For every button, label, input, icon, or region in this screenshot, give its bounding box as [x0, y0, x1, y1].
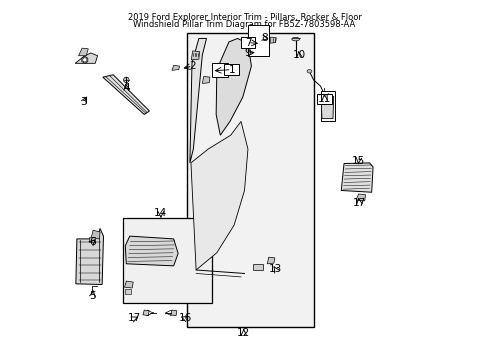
Text: 17: 17: [352, 198, 365, 208]
Polygon shape: [268, 37, 276, 43]
Bar: [125, 289, 130, 293]
Text: 3: 3: [81, 98, 87, 107]
Polygon shape: [75, 53, 98, 63]
Polygon shape: [267, 257, 274, 264]
Polygon shape: [190, 121, 247, 270]
Text: 15: 15: [351, 156, 365, 166]
Text: 10: 10: [292, 50, 305, 60]
Bar: [224, 64, 239, 75]
Text: 17: 17: [128, 314, 141, 323]
Polygon shape: [125, 236, 178, 266]
Text: 5: 5: [89, 291, 96, 301]
Polygon shape: [189, 39, 206, 163]
Polygon shape: [102, 75, 149, 114]
Polygon shape: [202, 76, 209, 84]
Bar: [122, 218, 212, 303]
Polygon shape: [216, 39, 251, 135]
Polygon shape: [76, 229, 103, 284]
Text: 14: 14: [154, 208, 167, 218]
Polygon shape: [79, 48, 88, 56]
Polygon shape: [321, 94, 333, 119]
Bar: [320, 91, 334, 121]
Bar: [186, 33, 313, 327]
Ellipse shape: [291, 37, 299, 41]
Polygon shape: [355, 194, 365, 201]
Polygon shape: [341, 163, 372, 192]
Text: 11: 11: [317, 94, 331, 104]
Text: 2019 Ford Explorer Interior Trim - Pillars, Rocker & Floor: 2019 Ford Explorer Interior Trim - Pilla…: [127, 13, 361, 22]
Bar: [247, 25, 269, 56]
Polygon shape: [124, 281, 133, 288]
Bar: [211, 63, 228, 77]
Text: Windshield Pillar Trim Diagram for FB5Z-7803598-AA: Windshield Pillar Trim Diagram for FB5Z-…: [133, 21, 355, 30]
Text: 16: 16: [178, 314, 191, 323]
Text: 9: 9: [244, 48, 251, 58]
Polygon shape: [191, 51, 199, 60]
Polygon shape: [91, 230, 100, 239]
Text: 2: 2: [189, 61, 196, 71]
Bar: [240, 37, 255, 48]
Text: 6: 6: [89, 237, 96, 247]
Polygon shape: [172, 66, 179, 70]
Ellipse shape: [306, 69, 311, 73]
Bar: [253, 264, 262, 270]
Ellipse shape: [123, 77, 129, 83]
Circle shape: [82, 58, 87, 62]
Bar: [89, 237, 95, 242]
Bar: [317, 94, 331, 104]
Polygon shape: [142, 310, 149, 316]
Text: 8: 8: [261, 33, 267, 43]
Polygon shape: [170, 310, 176, 316]
Text: 13: 13: [268, 264, 282, 274]
Text: 1: 1: [228, 64, 235, 75]
Text: 7: 7: [244, 37, 251, 48]
Text: 4: 4: [123, 82, 129, 93]
Text: 12: 12: [237, 328, 250, 338]
